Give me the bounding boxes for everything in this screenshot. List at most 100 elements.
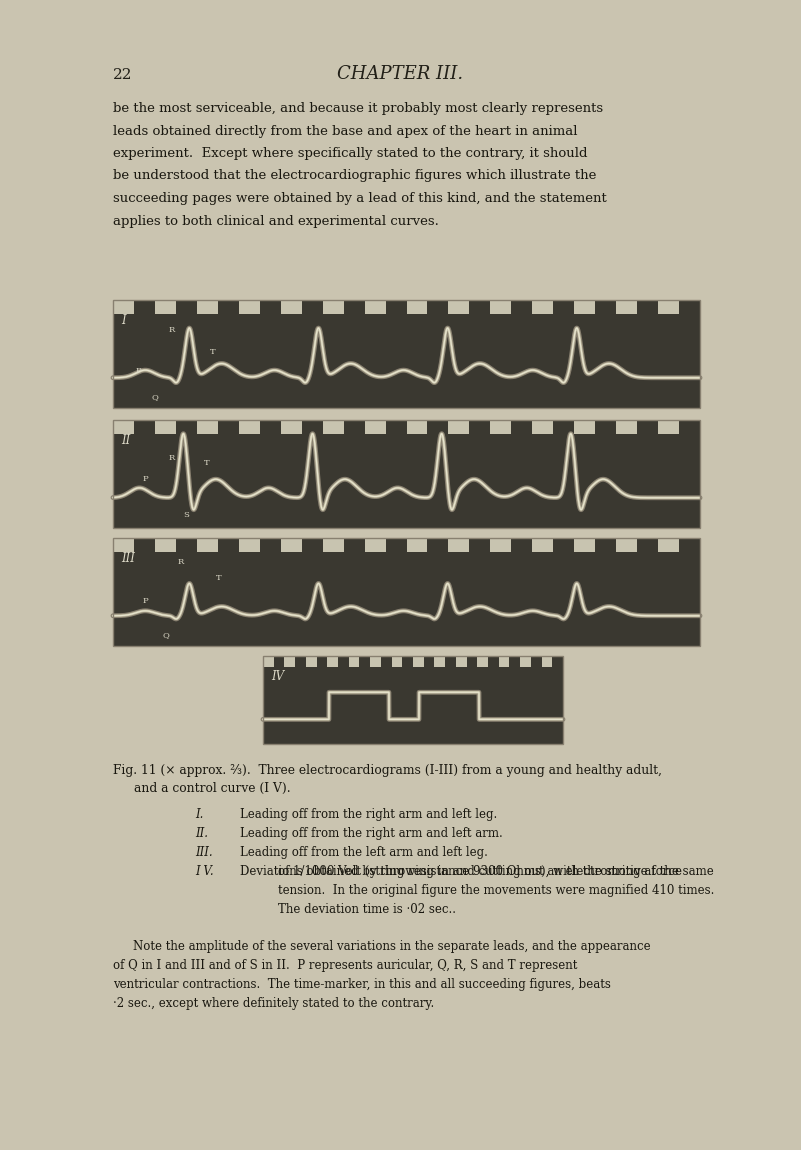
Text: S: S [183, 511, 189, 519]
Bar [658, 300, 679, 314]
Bar [380, 656, 392, 667]
Bar [533, 538, 553, 552]
Bar [323, 300, 344, 314]
Text: be the most serviceable, and because it probably most clearly represents: be the most serviceable, and because it … [113, 102, 603, 115]
Bar [364, 538, 385, 552]
Bar [553, 538, 574, 552]
Bar [344, 420, 364, 434]
Bar [113, 420, 700, 528]
Bar [637, 538, 658, 552]
Bar [302, 300, 323, 314]
Bar [338, 656, 348, 667]
Bar [260, 300, 280, 314]
Bar [533, 420, 553, 434]
Bar [616, 538, 637, 552]
Bar [197, 538, 218, 552]
Bar [424, 656, 434, 667]
Text: Q: Q [163, 631, 170, 639]
Bar [113, 300, 134, 314]
Bar [553, 300, 574, 314]
Text: I V.: I V. [195, 865, 214, 877]
Bar [385, 538, 406, 552]
Bar [284, 656, 295, 667]
Text: Leading off from the right arm and left arm.: Leading off from the right arm and left … [240, 827, 503, 840]
Text: ventricular contractions.  The time-marker, in this and all succeeding figures, : ventricular contractions. The time-marke… [113, 978, 611, 991]
Bar [392, 656, 402, 667]
Bar [541, 656, 552, 667]
Bar [218, 538, 239, 552]
Bar [263, 656, 563, 744]
Bar [260, 420, 280, 434]
Bar [134, 420, 155, 434]
Bar [155, 420, 176, 434]
Text: experiment.  Except where specifically stated to the contrary, it should: experiment. Except where specifically st… [113, 147, 587, 160]
Text: R: R [169, 327, 175, 335]
Bar [531, 656, 541, 667]
Bar [428, 300, 449, 314]
Bar [520, 656, 531, 667]
Text: P: P [143, 475, 148, 483]
Bar [406, 420, 428, 434]
Bar [344, 538, 364, 552]
Bar [679, 420, 700, 434]
Bar [428, 538, 449, 552]
Bar [679, 538, 700, 552]
Bar [406, 538, 428, 552]
Bar [402, 656, 413, 667]
Bar [260, 538, 280, 552]
Text: T: T [210, 347, 215, 355]
Bar [511, 538, 533, 552]
Text: Leading off from the left arm and left leg.: Leading off from the left arm and left l… [240, 846, 488, 859]
Bar [449, 538, 469, 552]
Bar [469, 300, 490, 314]
Bar [595, 538, 616, 552]
Text: and a control curve (I V).: and a control curve (I V). [134, 782, 291, 795]
Bar [113, 300, 700, 408]
Text: applies to both clinical and experimental curves.: applies to both clinical and experimenta… [113, 215, 439, 228]
Bar [370, 656, 380, 667]
Bar [113, 538, 700, 646]
Bar [263, 656, 274, 667]
Bar [263, 656, 563, 744]
Text: R: R [178, 558, 183, 566]
Bar [280, 300, 302, 314]
Bar [306, 656, 316, 667]
Bar [348, 656, 360, 667]
Text: of Q in I and III and of S in II.  P represents auricular, Q, R, S and T represe: of Q in I and III and of S in II. P repr… [113, 959, 578, 972]
Bar [197, 420, 218, 434]
Bar [328, 656, 338, 667]
Text: Deviations obtained by throwing in and cutting out an electromotive force: Deviations obtained by throwing in and c… [240, 865, 682, 877]
Bar [413, 656, 424, 667]
Bar [113, 420, 700, 528]
Bar [134, 300, 155, 314]
Bar [113, 538, 700, 646]
Text: be understood that the electrocardiographic figures which illustrate the: be understood that the electrocardiograp… [113, 169, 597, 183]
Bar [302, 420, 323, 434]
Bar [679, 300, 700, 314]
Text: of 1/1000 Volt (string resistance 9300 Ohms), with the string at the same: of 1/1000 Volt (string resistance 9300 O… [278, 865, 714, 877]
Bar [176, 538, 197, 552]
Bar [155, 300, 176, 314]
Text: I: I [121, 314, 126, 327]
Text: CHAPTER III.: CHAPTER III. [337, 66, 464, 83]
Bar [445, 656, 456, 667]
Bar [280, 420, 302, 434]
Bar [218, 420, 239, 434]
Bar [176, 300, 197, 314]
Bar [637, 420, 658, 434]
Bar [385, 420, 406, 434]
Text: Fig. 11 (× approx. ⅔).  Three electrocardiograms (I-III) from a young and health: Fig. 11 (× approx. ⅔). Three electrocard… [113, 764, 662, 777]
Bar [595, 300, 616, 314]
Bar [658, 420, 679, 434]
Bar [155, 538, 176, 552]
Text: Leading off from the right arm and left leg.: Leading off from the right arm and left … [240, 808, 497, 821]
Bar [295, 656, 306, 667]
Bar [434, 656, 445, 667]
Bar [533, 300, 553, 314]
Text: P: P [143, 597, 148, 605]
Text: IV: IV [271, 670, 284, 683]
Text: The deviation time is ·02 sec..: The deviation time is ·02 sec.. [278, 903, 456, 917]
Bar [511, 420, 533, 434]
Bar [574, 300, 595, 314]
Bar [456, 656, 466, 667]
